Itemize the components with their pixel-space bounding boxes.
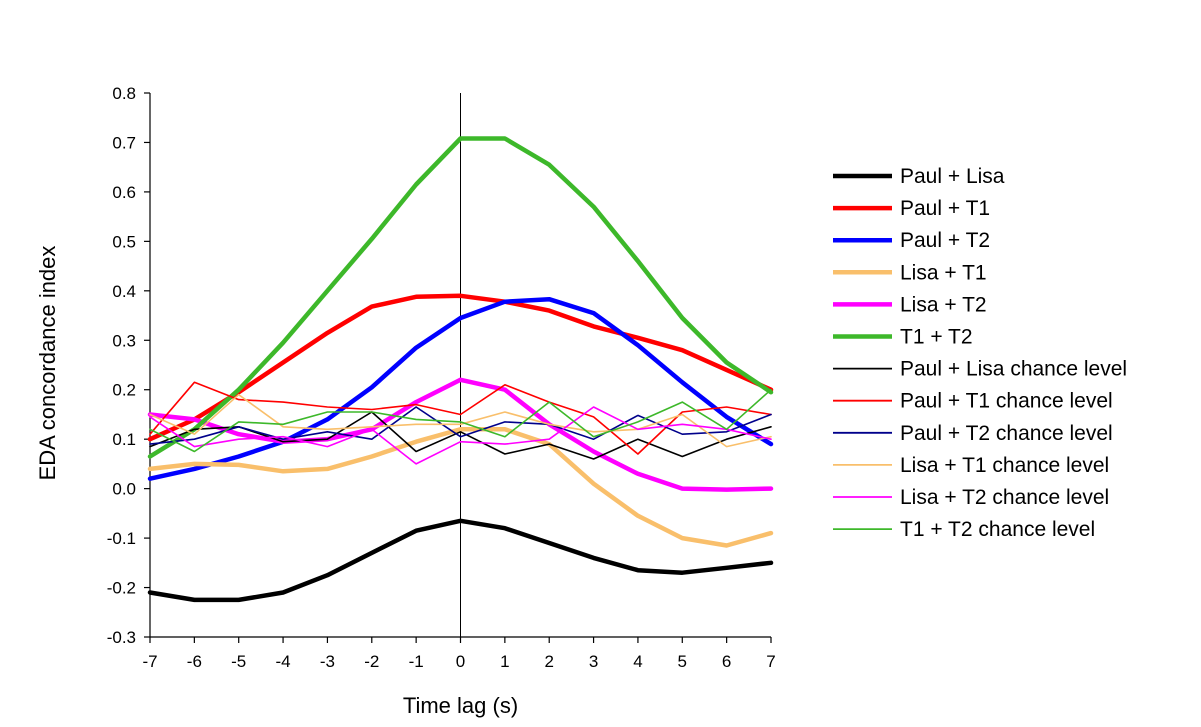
x-tick-label: -1: [409, 652, 424, 671]
series-line-10: [149, 393, 772, 448]
series-line-9: [149, 406, 772, 445]
legend-label: Paul + T1: [900, 197, 990, 220]
y-tick-label: 0.8: [112, 84, 136, 103]
legend-label: Lisa + T1: [900, 261, 987, 284]
legend-label: Lisa + T2 chance level: [900, 486, 1109, 509]
legend-label: Lisa + T1 chance level: [900, 454, 1109, 477]
x-tick-label: -3: [320, 652, 335, 671]
x-axis-title: Time lag (s): [403, 693, 518, 718]
series-layer: [147, 136, 774, 603]
series-line-1: [147, 518, 774, 603]
legend-label: Paul + T2: [900, 229, 990, 252]
series-line-11: [149, 406, 772, 465]
x-tick-label: -6: [187, 652, 202, 671]
legend-label: Paul + T1 chance level: [900, 390, 1113, 413]
y-tick-label: -0.1: [107, 529, 136, 548]
axes: [149, 93, 771, 638]
x-tick-label: -5: [231, 652, 246, 671]
series-line-6: [147, 136, 774, 459]
y-tick-label: 0.1: [112, 430, 136, 449]
series-line-5: [147, 377, 774, 492]
legend-label: T1 + T2 chance level: [900, 518, 1095, 541]
x-tick-label: 2: [544, 652, 553, 671]
x-tick-label: 7: [766, 652, 775, 671]
x-tick-label: 1: [500, 652, 509, 671]
x-ticks: -7 -6 -5 -4 -3 -2 -1 0 1 2 3 4 5 6 7: [142, 637, 776, 671]
y-tick-label: 0.7: [112, 133, 136, 152]
legend-label: Paul + Lisa chance level: [900, 358, 1127, 381]
legend: Paul + Lisa Paul + T1 Paul + T2 Lisa + T1 Li…: [833, 165, 1127, 541]
x-tick-label: -4: [276, 652, 291, 671]
y-tick-label: 0.4: [112, 282, 136, 301]
y-axis-title: EDA concordance index: [35, 246, 60, 481]
y-tick-label: -0.3: [107, 628, 136, 647]
series-line-3: [147, 296, 774, 481]
legend-label: Paul + T2 chance level: [900, 422, 1113, 445]
y-tick-label: 0.5: [112, 232, 136, 251]
y-tick-label: 0.2: [112, 381, 136, 400]
x-tick-label: 6: [722, 652, 731, 671]
y-ticks: 0.8 0.7 0.6 0.5 0.4 0.3 0.2 0.1 0.0 -0.1 -0.2 -0.3: [107, 84, 150, 647]
x-tick-label: 4: [633, 652, 642, 671]
y-tick-label: -0.2: [107, 579, 136, 598]
x-tick-label: 0: [456, 652, 465, 671]
series-line-2: [147, 293, 774, 442]
x-tick-label: -2: [364, 652, 379, 671]
legend-label: Lisa + T2: [900, 293, 987, 316]
series-line-12: [149, 388, 772, 453]
series-line-4: [147, 427, 774, 548]
x-tick-label: 3: [589, 652, 598, 671]
legend-label: Paul + Lisa: [900, 165, 1005, 188]
y-tick-label: 0.6: [112, 183, 136, 202]
legend-label: T1 + T2: [900, 326, 973, 349]
y-tick-label: 0.3: [112, 331, 136, 350]
series-line-7: [149, 411, 772, 460]
y-tick-label: 0.0: [112, 480, 136, 499]
x-tick-label: 5: [678, 652, 687, 671]
x-tick-label: -7: [142, 652, 157, 671]
